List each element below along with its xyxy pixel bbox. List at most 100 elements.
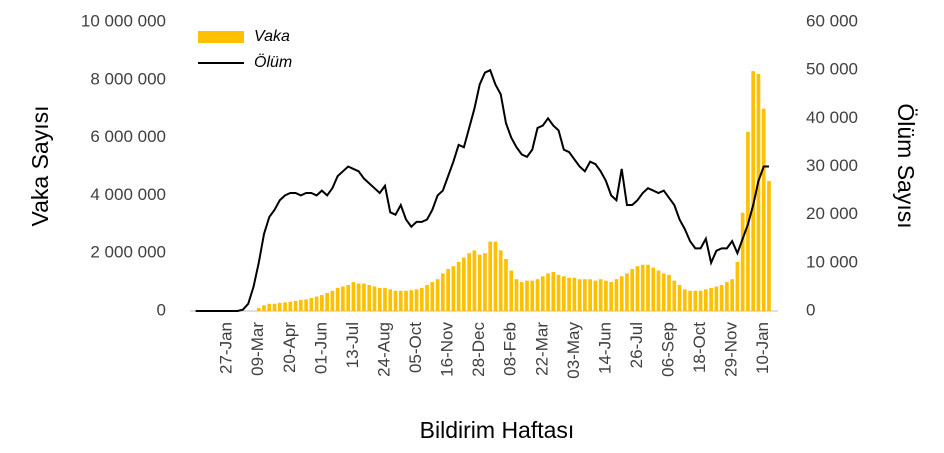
bar	[377, 287, 382, 311]
bar	[425, 284, 429, 311]
x-tick-label: 16-Nov	[438, 322, 457, 377]
x-tick-label: 01-Jun	[311, 322, 330, 374]
bar	[593, 280, 598, 311]
y2-tick-label: 40 000	[806, 108, 858, 127]
bar	[483, 253, 487, 311]
bar	[540, 276, 545, 311]
y2-tick-label: 10 000	[806, 252, 858, 271]
x-tick-label: 05-Oct	[406, 322, 425, 373]
bar	[351, 282, 356, 311]
x-tick-label: 27-Jan	[217, 322, 236, 374]
bar	[688, 290, 692, 311]
bar	[409, 290, 414, 311]
y2-tick-label: 50 000	[806, 60, 858, 79]
bar	[472, 250, 477, 311]
bar	[572, 277, 577, 311]
x-tick-label: 28-Dec	[469, 322, 488, 377]
bar	[614, 279, 619, 311]
x-tick-label: 06-Sep	[659, 322, 678, 377]
y-tick-label: 0	[157, 300, 166, 319]
bar	[667, 274, 671, 311]
bar	[604, 280, 608, 311]
bar	[598, 279, 603, 311]
bar	[419, 287, 424, 311]
bar	[277, 302, 282, 311]
bar	[272, 303, 277, 311]
bar	[435, 279, 440, 311]
legend-label: Ölüm	[254, 53, 292, 71]
y-axis-title: Vaka Sayısı	[27, 105, 53, 226]
bar	[646, 264, 650, 311]
bar	[609, 282, 614, 311]
y-tick-label: 2 000 000	[90, 243, 166, 262]
x-tick-label: 14-Jun	[595, 322, 614, 374]
bar	[509, 270, 514, 311]
bar	[714, 286, 719, 311]
x-tick-label: 29-Nov	[722, 322, 741, 377]
bar	[309, 297, 314, 311]
bar	[304, 299, 308, 311]
bar	[493, 241, 498, 311]
bar	[761, 108, 766, 311]
bar	[293, 300, 298, 311]
x-axis-title: Bildirim Haftası	[420, 417, 575, 443]
line	[195, 68, 769, 312]
bar	[430, 282, 435, 311]
bar	[656, 270, 661, 311]
y2-tick-label: 0	[806, 300, 815, 319]
bar	[335, 287, 340, 311]
x-tick-label: 13-Jul	[343, 322, 362, 368]
bar	[341, 286, 345, 311]
y-tick-label: 6 000 000	[90, 127, 166, 146]
x-tick-label: 26-Jul	[627, 322, 646, 368]
bar	[514, 279, 519, 311]
bar	[383, 287, 387, 311]
bar	[625, 273, 629, 311]
bar	[414, 289, 419, 311]
bar	[567, 277, 571, 311]
bar	[730, 279, 734, 311]
y2-tick-label: 20 000	[806, 204, 858, 223]
bar	[393, 290, 398, 311]
bar	[530, 280, 535, 311]
x-tick-label: 18-Oct	[690, 322, 709, 373]
bar	[725, 282, 729, 311]
bar	[362, 283, 366, 311]
y2-tick-label: 60 000	[806, 11, 858, 30]
y2-axis-title: Ölüm Sayısı	[893, 103, 919, 228]
bar	[519, 282, 524, 311]
x-tick-label: 10-Jan	[753, 322, 772, 374]
bar	[504, 258, 508, 311]
bar	[477, 254, 482, 311]
bar	[719, 284, 724, 311]
bar	[735, 261, 740, 311]
bar	[314, 296, 319, 311]
bar	[551, 271, 556, 311]
bar	[462, 257, 466, 311]
bar	[661, 273, 666, 311]
bar	[561, 276, 566, 311]
bar	[325, 293, 329, 311]
bar	[346, 284, 351, 311]
bar	[751, 71, 756, 311]
x-tick-label: 08-Feb	[501, 322, 520, 376]
bar	[262, 305, 266, 311]
bar	[619, 276, 624, 311]
legend-swatch	[198, 31, 244, 43]
bar	[283, 302, 287, 311]
y-tick-label: 10 000 000	[81, 11, 166, 30]
bar	[693, 290, 698, 311]
x-tick-label: 20-Apr	[280, 322, 299, 373]
bar	[388, 289, 393, 311]
bar	[630, 269, 635, 311]
bar	[577, 279, 582, 311]
y-tick-label: 4 000 000	[90, 185, 166, 204]
x-tick-label: 09-Mar	[248, 322, 267, 376]
bar	[367, 284, 372, 311]
bar	[446, 269, 450, 311]
bar	[651, 267, 656, 311]
bar	[456, 261, 461, 311]
bar	[525, 280, 529, 311]
x-tick-label: 24-Aug	[374, 322, 393, 377]
y-tick-label: 8 000 000	[90, 69, 166, 88]
